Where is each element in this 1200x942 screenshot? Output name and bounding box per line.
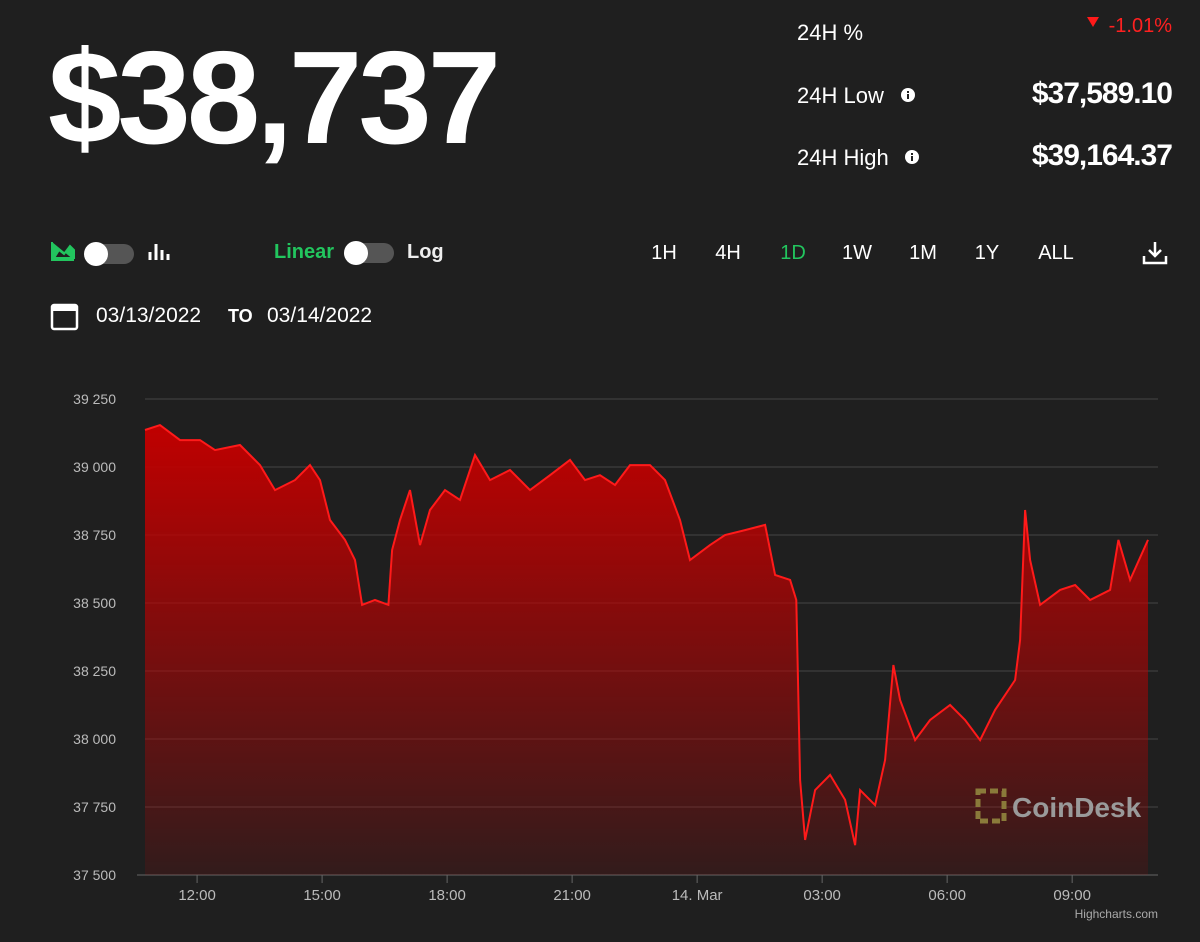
area-fill	[145, 425, 1148, 875]
scale-option[interactable]: Linear	[274, 241, 335, 263]
y-tick-label: 39 000	[73, 459, 116, 475]
y-tick-label: 38 000	[73, 731, 116, 747]
range-button[interactable]: 1M	[909, 242, 937, 264]
down-arrow	[1087, 17, 1099, 27]
stat-value: $37,589.10	[1031, 77, 1173, 110]
calendar-icon[interactable]	[50, 301, 80, 331]
stat-value: -1.01%	[1108, 15, 1172, 37]
price-line	[144, 423, 1149, 846]
x-tick-label: 21:00	[553, 887, 591, 904]
y-tick-label: 39 250	[73, 391, 116, 407]
stat-label: 24H High	[797, 145, 889, 170]
info-icon[interactable]	[904, 149, 920, 165]
price: $38,737	[48, 24, 501, 171]
x-tick-label: 03:00	[803, 887, 841, 904]
stat-label: 24H Low	[797, 83, 884, 108]
x-tick-label: 12:00	[178, 887, 216, 904]
range-button[interactable]: 1Y	[974, 242, 1000, 264]
y-tick-label: 38 500	[73, 595, 116, 611]
watermark: CoinDesk	[975, 788, 1142, 824]
date-to[interactable]: 03/14/2022	[267, 304, 373, 327]
x-tick-label: 15:00	[303, 887, 341, 904]
range-button[interactable]: 1D	[780, 242, 806, 264]
range-button[interactable]: 1H	[651, 242, 677, 264]
download-icon[interactable]	[1141, 240, 1169, 266]
chart-type-toggle[interactable]	[50, 238, 175, 268]
x-tick-label: 06:00	[928, 887, 966, 904]
scale-option[interactable]: Log	[407, 241, 444, 263]
y-tick-label: 38 250	[73, 663, 116, 679]
x-tick-label: 09:00	[1053, 887, 1091, 904]
range-button[interactable]: 4H	[715, 242, 741, 264]
range-button[interactable]: ALL	[1038, 242, 1074, 264]
info-icon[interactable]	[900, 87, 916, 103]
stat-label: 24H %	[797, 20, 864, 45]
x-tick-label: 14. Mar	[672, 887, 723, 904]
date-separator: TO	[228, 306, 253, 326]
range-button[interactable]: 1W	[842, 242, 872, 264]
date-from[interactable]: 03/13/2022	[96, 304, 202, 327]
stat-value: $39,164.37	[1031, 139, 1173, 172]
x-tick-label: 18:00	[428, 887, 466, 904]
credit: Highcharts.com	[1075, 907, 1158, 921]
y-tick-label: 37 500	[73, 867, 116, 883]
watermark-logo	[975, 788, 1007, 824]
y-tick-label: 38 750	[73, 527, 116, 543]
y-tick-label: 37 750	[73, 799, 116, 815]
watermark-text: CoinDesk	[1012, 792, 1142, 823]
scale-toggle[interactable]	[342, 240, 396, 266]
